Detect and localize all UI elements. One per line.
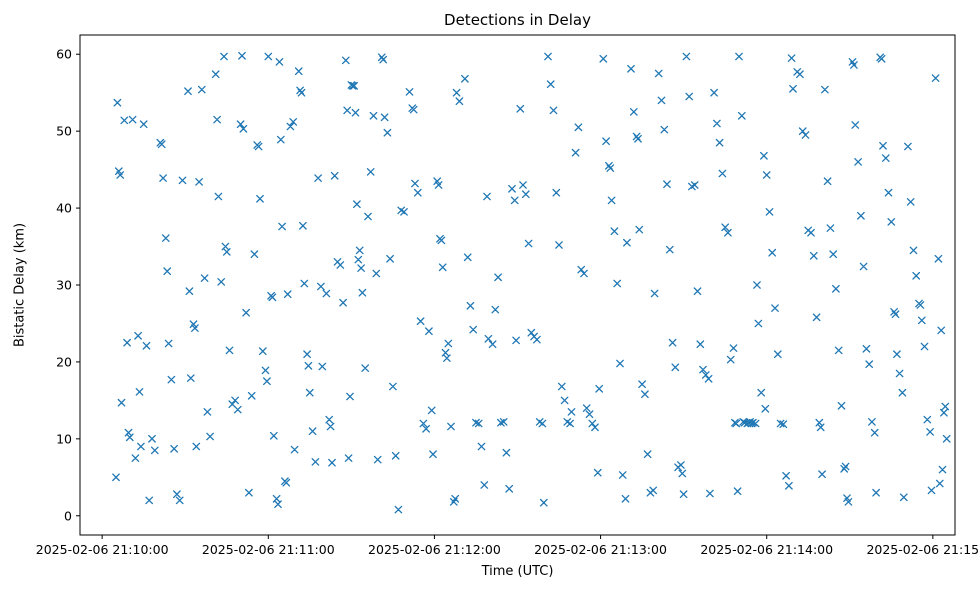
y-tick-label: 10 <box>56 431 72 446</box>
x-tick-label: 2025-02-06 21:13:00 <box>534 542 667 557</box>
plot-frame <box>79 34 956 536</box>
y-tick-label: 0 <box>64 508 72 523</box>
y-tick-label: 40 <box>56 201 72 216</box>
x-axis-label: Time (UTC) <box>481 564 554 579</box>
y-tick-label: 50 <box>56 124 72 139</box>
x-tick-label: 2025-02-06 21:10:00 <box>36 542 169 557</box>
x-tick-label: 2025-02-06 21:12:00 <box>368 542 501 557</box>
y-tick-label: 30 <box>56 278 72 293</box>
x-tick-label: 2025-02-06 21:11:00 <box>202 542 335 557</box>
x-tick-label: 2025-02-06 21:15:00 <box>866 542 980 557</box>
x-tick-label: 2025-02-06 21:14:00 <box>700 542 833 557</box>
y-axis-label: Bistatic Delay (km) <box>12 222 28 348</box>
y-tick-label: 20 <box>56 354 72 369</box>
y-tick-label: 60 <box>56 47 72 62</box>
scatter-points <box>112 51 951 514</box>
chart-title: Detections in Delay <box>444 11 591 29</box>
